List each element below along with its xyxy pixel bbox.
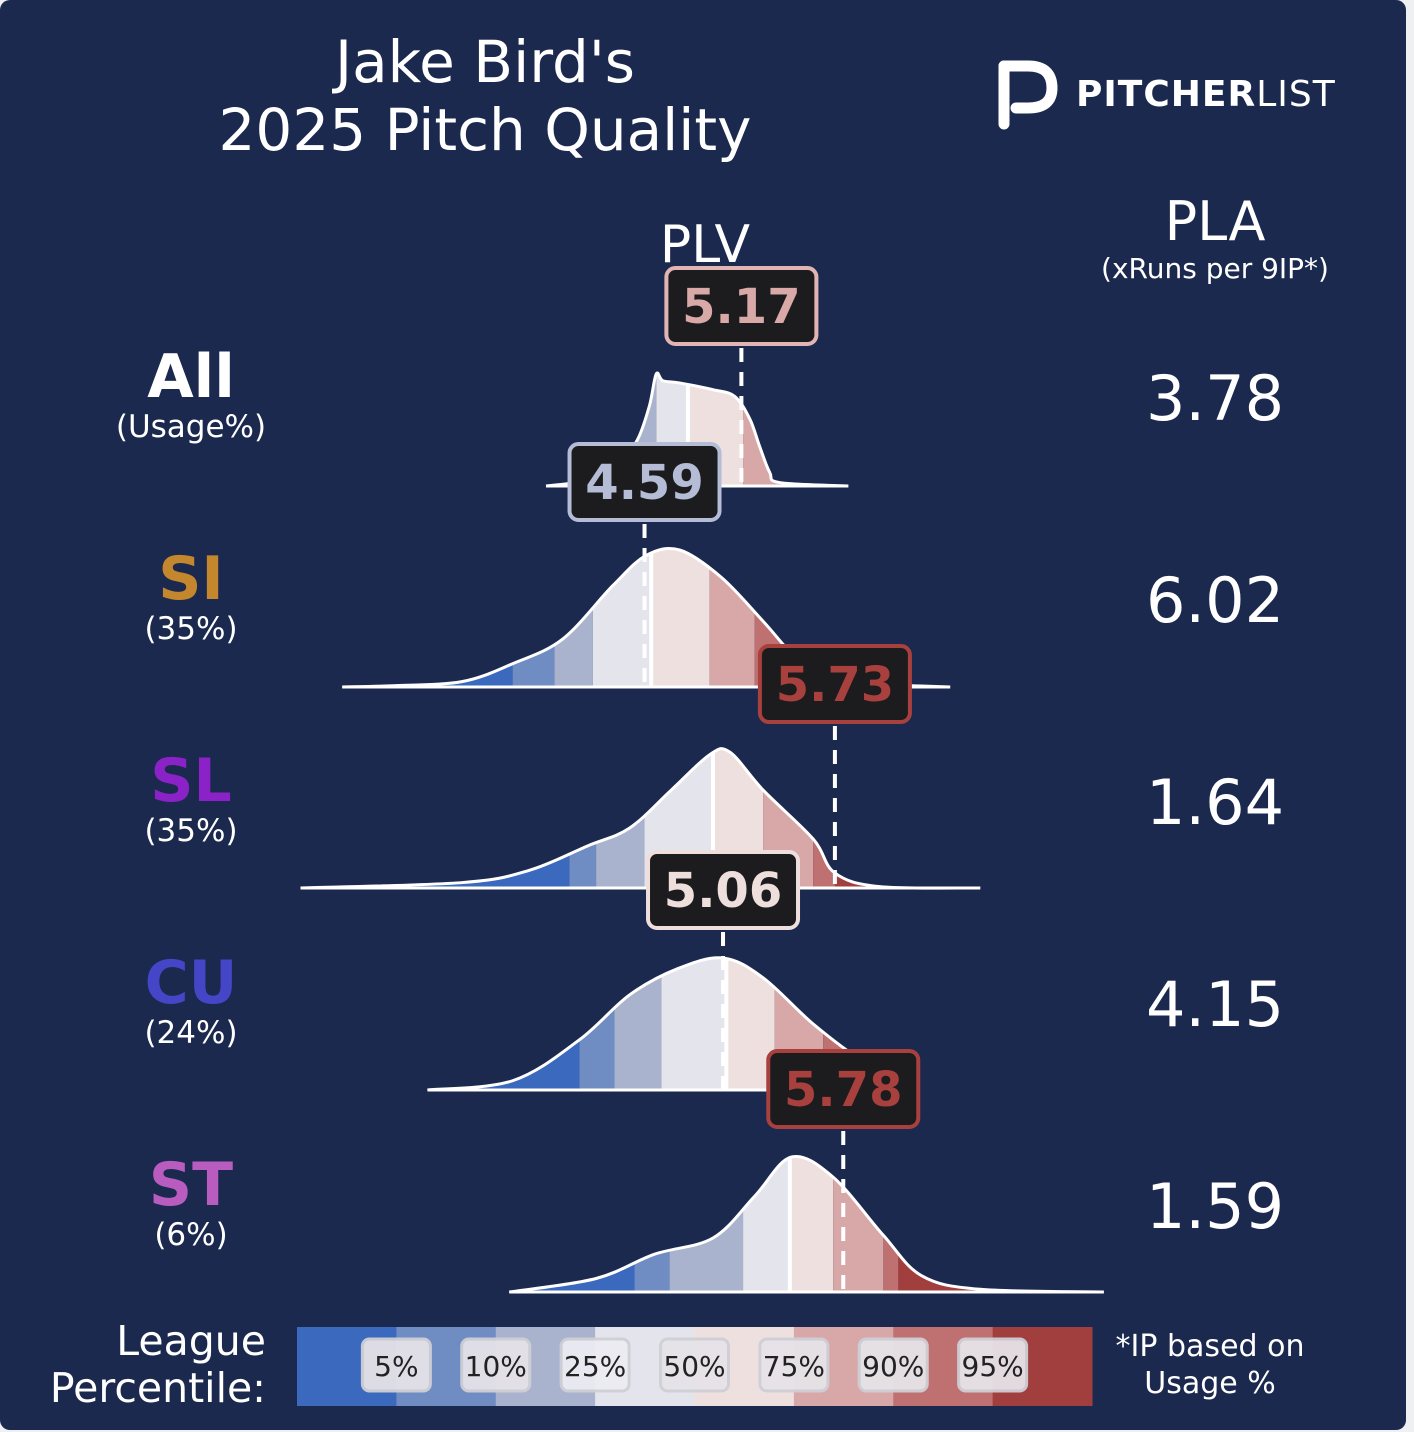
plv-label-value: 5.17 (682, 279, 800, 335)
brand-name: PITCHERLIST (1076, 74, 1336, 115)
legend-percentile-label: 25% (564, 1350, 626, 1383)
percentile-legend: 5% 10% 25% 50% 75% 90% 95% (297, 1327, 1093, 1406)
pla-value-sl: 1.64 (1145, 766, 1285, 839)
pla-value-all: 3.78 (1145, 362, 1285, 435)
percentile-band (569, 748, 597, 888)
percentile-band (634, 1156, 670, 1292)
legend-percentile-label: 10% (465, 1350, 527, 1383)
percentile-band (709, 548, 755, 687)
plv-header: PLV (659, 215, 751, 275)
percentile-band (833, 1156, 884, 1292)
density-outline (509, 1154, 1104, 1294)
plv-label-box (567, 442, 722, 522)
pla-header: PLA (1164, 190, 1266, 253)
plv-label-box (664, 266, 819, 346)
legend-percentile-chip (659, 1337, 730, 1393)
pitch-code: ST (148, 1150, 234, 1220)
legend-percentile-label: 90% (862, 1350, 924, 1383)
percentile-band (300, 748, 570, 888)
plv-label-box (757, 644, 912, 724)
pitch-usage: (Usage%) (115, 409, 267, 445)
pla-value-st: 1.59 (1145, 1170, 1285, 1243)
percentile-band (661, 957, 727, 1090)
plv-label-value: 5.73 (776, 657, 894, 713)
plv-label-value: 5.78 (784, 1062, 902, 1118)
percentile-band (669, 1156, 744, 1292)
percentile-band (883, 1156, 899, 1292)
plv-label-box (766, 1049, 921, 1129)
percentile-band (834, 748, 981, 888)
row-label-all: All (Usage%) (60, 345, 322, 445)
legend-percentile-label: 95% (962, 1350, 1024, 1383)
percentile-band (509, 1156, 635, 1292)
legend-percentile-label: 75% (763, 1350, 825, 1383)
plv-label-value: 4.59 (585, 455, 703, 511)
row-label-cu: CU (24%) (60, 951, 322, 1051)
row-label-si: SI (35%) (60, 547, 322, 647)
pla-subheader: (xRuns per 9IP*) (1101, 252, 1329, 285)
pitch-code: SI (158, 544, 224, 614)
density-outline (427, 956, 908, 1092)
legend-label-line1: League (116, 1317, 266, 1365)
legend-percentile-chip (857, 1337, 929, 1393)
row-label-sl: SL (35%) (60, 749, 322, 849)
pitcherlist-logo-icon (998, 60, 1058, 130)
legend-percentile-label: 50% (663, 1350, 725, 1383)
legend-percentile-chip (460, 1337, 532, 1393)
pitch-code: CU (144, 948, 238, 1018)
legend-label-line2: Percentile: (49, 1364, 266, 1412)
footnote-line1: *IP based on (1115, 1329, 1305, 1364)
brand-name-bold: PITCHER (1076, 74, 1257, 115)
pitch-code: All (147, 342, 235, 412)
percentile-band (813, 748, 835, 888)
chart-title-line2: 2025 Pitch Quality (218, 96, 752, 164)
percentile-band (512, 548, 555, 687)
percentile-band (427, 957, 580, 1090)
pitch-usage: (24%) (144, 1015, 238, 1051)
legend-percentile-chip (758, 1337, 830, 1393)
pitch-usage: (35%) (144, 813, 238, 849)
pitch-code: SL (150, 746, 232, 816)
percentile-band (898, 1156, 1104, 1292)
legend-percentile-chip (559, 1337, 631, 1393)
plv-label-value: 5.06 (664, 863, 782, 919)
pla-value-cu: 4.15 (1145, 968, 1285, 1041)
percentile-band (554, 548, 593, 687)
pitch-usage: (35%) (144, 611, 238, 647)
percentile-band (614, 957, 662, 1090)
legend-percentile-label: 5% (374, 1350, 418, 1383)
plv-label-box (646, 850, 801, 930)
percentile-band (592, 548, 652, 687)
legend-percentile-chip (957, 1337, 1029, 1393)
percentile-band (789, 1156, 834, 1292)
pitch-usage: (6%) (154, 1217, 228, 1253)
brand-name-light: LIST (1256, 74, 1336, 115)
footnote-line2: Usage % (1144, 1366, 1276, 1401)
row-label-st: ST (6%) (60, 1153, 322, 1253)
percentile-band (342, 548, 513, 687)
brand-logo: PITCHERLIST (998, 60, 1338, 130)
pla-value-si: 6.02 (1145, 564, 1285, 637)
chart-title-line1: Jake Bird's (335, 28, 635, 96)
legend-percentile-chip (360, 1337, 432, 1393)
percentile-bands (300, 748, 981, 888)
percentile-band (596, 748, 645, 888)
percentile-band (784, 372, 824, 486)
percentile-band (823, 372, 849, 486)
percentile-band (651, 548, 710, 687)
